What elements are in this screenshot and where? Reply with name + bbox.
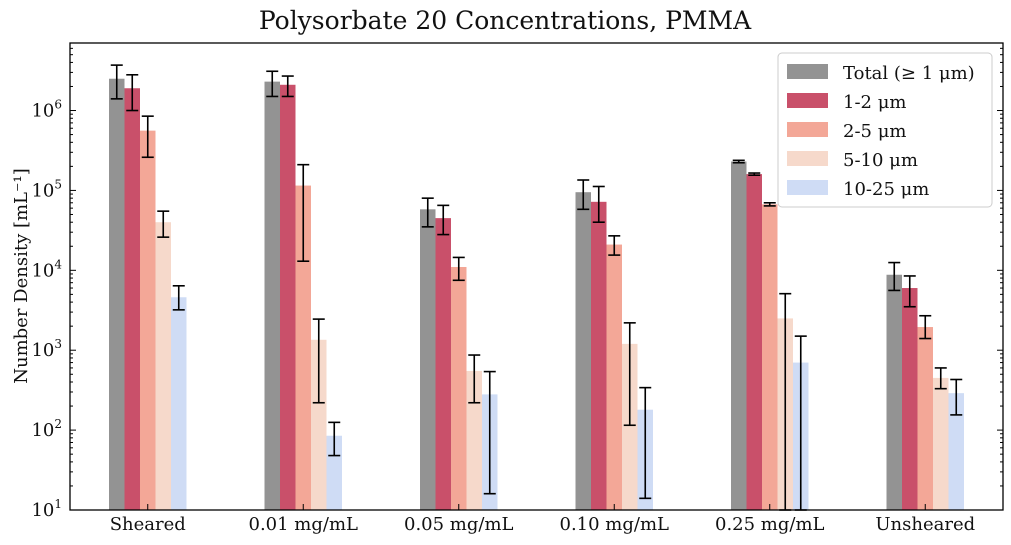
y-axis: 101 102 103 104 105 106 [31,42,1003,521]
error-bar [157,210,170,238]
error-bar [452,256,465,282]
legend-label: 5-10 μm [843,150,918,171]
legend-frame [777,52,993,208]
error-bar [281,75,294,98]
bar [311,339,327,510]
bar [435,218,451,510]
y-tick-label: 102 [31,417,62,441]
bar [140,130,156,510]
bar [622,343,638,510]
error-bar [126,73,139,112]
error-bar [763,201,776,207]
error-bar [172,284,185,311]
error-bar [328,421,341,457]
bar [109,78,125,511]
error-bar [297,163,310,263]
error-bar [639,386,652,500]
error-bar [919,314,932,340]
error-bar [312,318,325,404]
error-bar [623,322,636,427]
error-bar [110,64,123,100]
error-bar [592,185,605,224]
legend-swatch [787,151,828,166]
y-tick-label: 103 [31,337,62,361]
bar [124,88,140,510]
bar [902,288,918,510]
y-tick-label: 101 [31,497,62,521]
bar [295,185,311,510]
x-tick-label: Sheared [110,514,186,535]
y-tick-label: 104 [31,257,62,281]
x-tick-label: 0.10 mg/mL [560,514,670,535]
legend-label: 1-2 μm [843,92,906,113]
error-bar [934,367,947,390]
x-axis: Sheared 0.01 mg/mL 0.05 mg/mL 0.10 mg/mL 0.2… [110,504,975,535]
legend-swatch [787,122,828,137]
error-bar [903,275,916,308]
chart-title: Polysorbate 20 Concentrations, PMMA [259,6,752,35]
legend: Total (≥ 1 μm) 1-2 μm 2-5 μm 5-10 μm 10-25 μ… [777,52,993,208]
bar [326,435,342,510]
error-bar [266,70,279,98]
error-bar [888,261,901,292]
legend-swatch [787,93,828,108]
bar [933,377,949,510]
bar [746,174,762,510]
error-bar [732,159,745,164]
error-bar [748,172,761,177]
bar [591,201,607,511]
bar [886,274,902,510]
bar [731,161,747,510]
bar [575,192,591,510]
error-bar [421,197,434,228]
error-bar [950,378,963,416]
bar [171,297,187,510]
legend-swatch [787,180,828,195]
bar [264,81,280,510]
y-tick-label: 106 [31,98,62,122]
legend-swatch [787,64,828,79]
x-tick-label: Unsheared [875,514,975,535]
bar [606,244,622,511]
bar [451,267,467,510]
y-axis-label: Number Density [mL⁻¹] [11,168,32,384]
bar [466,370,482,510]
legend-label: 2-5 μm [843,121,906,142]
error-bar [608,235,621,256]
x-tick-label: 0.25 mg/mL [715,514,825,535]
bar [420,209,436,510]
bar [762,204,778,510]
error-bar [577,179,590,211]
plot-area [109,64,964,511]
bar [280,84,296,510]
error-bar [468,354,481,404]
bar [917,327,933,510]
x-tick-label: 0.01 mg/mL [249,514,359,535]
error-bar [141,115,154,159]
x-tick-label: 0.05 mg/mL [404,514,514,535]
bar [155,222,171,511]
bar [948,393,964,510]
legend-label: 10-25 μm [843,179,929,200]
error-bar [437,204,450,236]
y-tick-label: 105 [31,177,62,201]
legend-label: Total (≥ 1 μm) [843,63,975,84]
plot-frame [69,42,1004,511]
error-bar [483,370,496,495]
